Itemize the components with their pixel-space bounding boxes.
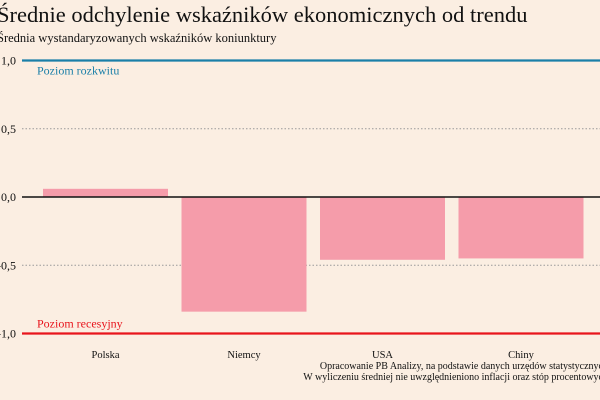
bar-chiny: [458, 197, 584, 259]
footer-line: Opracowanie PB Analizy, na podstawie dan…: [319, 361, 600, 372]
y-tick-label: -1,0: [0, 327, 16, 341]
chart-footer: Opracowanie PB Analizy, na podstawie dan…: [303, 361, 600, 383]
y-tick-label: -0,5: [0, 258, 16, 272]
x-tick-label: Niemcy: [227, 350, 261, 361]
reference-line-label: Poziom recesyjny: [37, 317, 123, 331]
x-tick-label: USA: [372, 350, 393, 361]
footer-line: W wyliczeniu średniej nie uwzględnienion…: [303, 372, 600, 383]
y-tick-label: 1,0: [1, 54, 16, 68]
bar-usa: [320, 197, 445, 260]
chart-title: Średnie odchylenie wskaźników ekonomiczn…: [0, 2, 528, 27]
bar-niemcy: [181, 197, 307, 312]
reference-line-label: Poziom rozkwitu: [37, 64, 119, 78]
y-tick-label: 0,5: [1, 122, 16, 136]
chart-subtitle: Średnia wystandaryzowanych wskaźników ko…: [0, 31, 277, 45]
x-tick-label: Polska: [91, 350, 119, 361]
y-tick-label: 0,0: [1, 190, 16, 204]
x-tick-label: Chiny: [508, 350, 534, 361]
bar-polska: [43, 188, 168, 197]
